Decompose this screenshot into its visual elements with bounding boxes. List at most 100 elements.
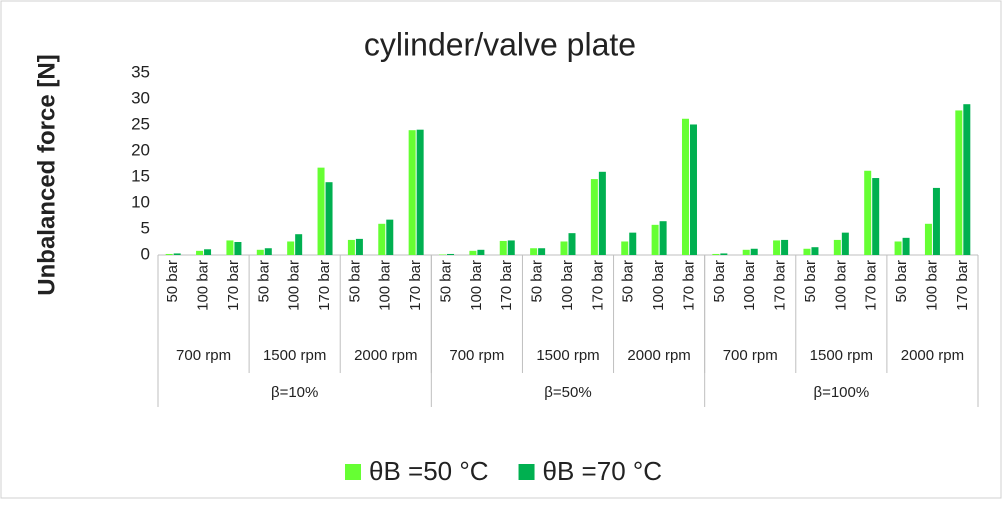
bar [864,170,872,255]
bar [226,240,234,255]
x-tick-label: 170 bar [863,260,880,311]
x-tick-label: 50 bar [346,260,363,303]
bar [408,130,416,255]
group-label: 700 rpm [176,347,231,364]
bar [530,248,538,255]
bar [347,239,355,255]
bar [386,219,394,255]
group-label: 2000 rpm [354,347,417,364]
bar [234,242,242,255]
x-tick-label: 170 bar [498,260,515,311]
legend-label: θB =50 °C [369,456,489,486]
supergroup-label: β=50% [544,384,591,401]
x-tick-label: 100 bar [468,260,485,311]
bar [477,249,485,255]
bar [902,237,910,255]
bar [894,241,902,255]
bar [538,248,546,255]
bar [439,254,447,255]
bar [629,232,637,255]
bar [720,253,728,255]
bar [803,248,811,255]
bar [833,239,841,255]
legend-swatch [345,464,361,480]
supergroup-label: β=100% [813,384,869,401]
bar [507,240,515,255]
bar [689,124,697,255]
bar [955,110,963,255]
bar [416,129,424,255]
bar [598,171,606,255]
x-tick-label: 100 bar [559,260,576,311]
x-tick-label: 50 bar [437,260,454,303]
x-tick-label: 100 bar [286,260,303,311]
y-tick-label: 5 [141,218,150,237]
bar [932,187,940,255]
x-tick-label: 100 bar [650,260,667,311]
group-label: 2000 rpm [901,347,964,364]
y-tick-label: 25 [131,114,150,133]
x-tick-label: 170 bar [225,260,242,311]
group-label: 2000 rpm [627,347,690,364]
chart-title: cylinder/valve plate [364,26,636,62]
bar [924,223,932,255]
bar [773,240,781,255]
x-tick-label: 50 bar [802,260,819,303]
group-label: 1500 rpm [263,347,326,364]
bar [204,249,212,255]
y-tick-label: 15 [131,166,150,185]
bar [196,250,204,255]
y-tick-label: 10 [131,192,150,211]
bar [355,238,363,255]
bar [712,253,720,255]
bar [560,241,568,255]
bar [317,167,325,255]
bar [651,224,659,255]
bar [256,249,264,255]
group-label: 700 rpm [723,347,778,364]
legend-label: θB =70 °C [543,456,663,486]
y-axis-label: Unbalanced force [N] [33,54,60,295]
x-tick-label: 170 bar [680,260,697,311]
x-tick-label: 50 bar [255,260,272,303]
supergroup-label: β=10% [271,384,318,401]
bar [568,233,576,255]
bar [287,241,295,255]
x-tick-label: 100 bar [741,260,758,311]
bar [295,234,303,255]
y-tick-label: 30 [131,88,150,107]
x-tick-label: 100 bar [195,260,212,311]
x-tick-label: 50 bar [164,260,181,303]
x-tick-label: 170 bar [407,260,424,311]
bar [325,182,333,255]
x-tick-label: 50 bar [893,260,910,303]
bar [963,104,971,255]
group-label: 1500 rpm [810,347,873,364]
bar [750,248,758,255]
bar [499,240,507,255]
bar [590,179,598,255]
legend-swatch [518,464,535,480]
bar [621,241,629,255]
bar [165,253,173,255]
y-tick-label: 0 [141,244,150,263]
group-label: 1500 rpm [536,347,599,364]
y-tick-label: 20 [131,140,150,159]
bar [781,239,789,255]
bar [811,247,819,255]
y-tick-label: 35 [131,62,150,81]
x-tick-label: 100 bar [832,260,849,311]
x-tick-label: 50 bar [711,260,728,303]
bar [447,253,455,255]
bar [872,178,880,255]
x-tick-label: 100 bar [377,260,394,311]
x-tick-label: 100 bar [923,260,940,311]
bar [659,221,667,255]
bar [841,232,849,255]
x-tick-label: 170 bar [316,260,333,311]
bar [681,118,689,255]
bar [742,249,750,255]
x-tick-label: 170 bar [772,260,789,311]
x-tick-label: 50 bar [529,260,546,303]
